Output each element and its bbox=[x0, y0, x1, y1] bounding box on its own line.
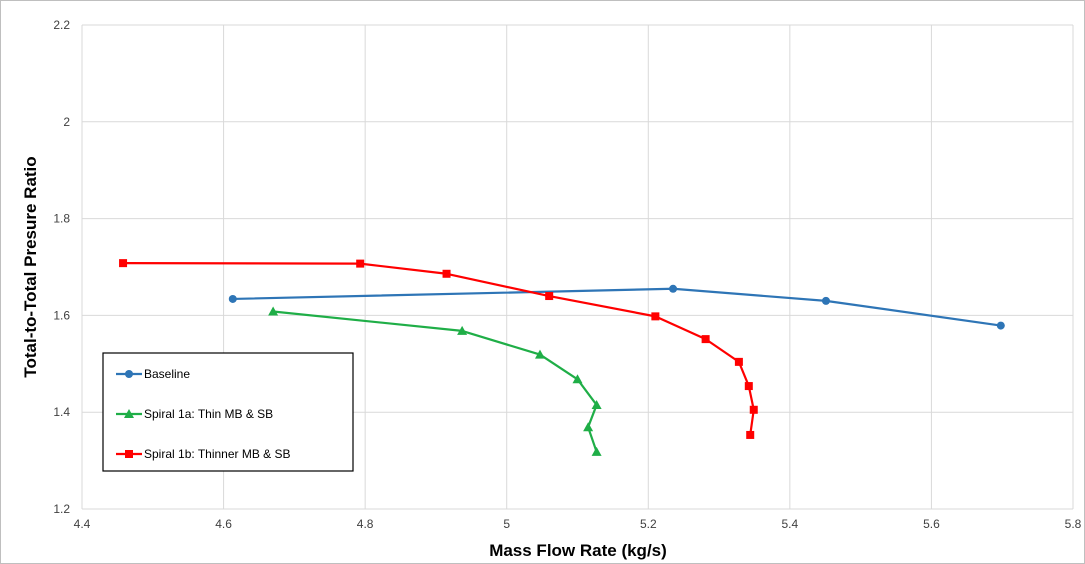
data-point bbox=[651, 312, 660, 321]
y-axis-title: Total-to-Total Presure Ratio bbox=[21, 156, 40, 377]
legend-item: Baseline bbox=[116, 367, 190, 381]
data-point bbox=[457, 325, 468, 335]
data-point bbox=[228, 294, 237, 303]
data-point bbox=[996, 321, 1005, 330]
series-group bbox=[119, 259, 1005, 456]
data-point bbox=[669, 284, 678, 293]
data-point bbox=[119, 259, 128, 268]
x-tick-label: 5.6 bbox=[923, 517, 940, 531]
series-line bbox=[123, 262, 755, 436]
legend-swatch-marker bbox=[124, 409, 134, 418]
data-point bbox=[591, 446, 602, 456]
data-point bbox=[356, 259, 365, 268]
gridlines bbox=[81, 24, 1074, 510]
x-tick-label: 4.8 bbox=[357, 517, 374, 531]
data-point bbox=[583, 422, 594, 432]
legend-label: Spiral 1a: Thin MB & SB bbox=[144, 407, 273, 421]
series-spiral-1b-thinner-mb-sb bbox=[119, 259, 758, 439]
data-point bbox=[572, 374, 583, 384]
legend-swatch-marker bbox=[125, 370, 133, 378]
data-point bbox=[442, 269, 451, 278]
data-point bbox=[591, 399, 602, 409]
x-tick-label: 4.4 bbox=[74, 517, 91, 531]
legend-item: Spiral 1b: Thinner MB & SB bbox=[116, 447, 291, 461]
y-tick-label: 1.2 bbox=[53, 502, 70, 516]
y-tick-label: 1.6 bbox=[53, 308, 70, 322]
data-point bbox=[746, 430, 755, 439]
data-point bbox=[744, 382, 753, 391]
y-tick-label: 2.2 bbox=[53, 18, 70, 32]
data-point bbox=[268, 306, 279, 316]
series-spiral-1a-thin-mb-sb bbox=[268, 306, 602, 456]
y-tick-label: 1.8 bbox=[53, 212, 70, 226]
x-tick-label: 5.4 bbox=[782, 517, 799, 531]
data-point bbox=[545, 292, 554, 301]
data-point bbox=[534, 349, 545, 359]
legend-box bbox=[102, 352, 354, 472]
x-tick-label: 5.2 bbox=[640, 517, 657, 531]
legend-label: Spiral 1b: Thinner MB & SB bbox=[144, 447, 291, 461]
series-baseline bbox=[228, 284, 1005, 330]
data-point bbox=[734, 357, 743, 366]
x-tick-label: 5 bbox=[503, 517, 510, 531]
legend-label: Baseline bbox=[144, 367, 190, 381]
x-axis-title: Mass Flow Rate (kg/s) bbox=[489, 541, 667, 560]
data-point bbox=[701, 335, 710, 344]
legend: Baseline Spiral 1a: Thin MB & SB Spiral 1b… bbox=[102, 352, 354, 472]
data-point bbox=[749, 405, 758, 414]
x-tick-label: 5.8 bbox=[1065, 517, 1082, 531]
y-tick-label: 2 bbox=[63, 115, 70, 129]
tick-labels: 4.4 4.6 4.8 5 5.2 5.4 5.6 5.8 1.2 1.4 1.6 1.8 2 2.2 bbox=[53, 18, 1081, 531]
legend-swatch-marker bbox=[125, 450, 133, 458]
y-tick-label: 1.4 bbox=[53, 405, 70, 419]
legend-item: Spiral 1a: Thin MB & SB bbox=[116, 407, 273, 421]
x-tick-label: 4.6 bbox=[215, 517, 232, 531]
data-point bbox=[821, 296, 830, 305]
series-line bbox=[232, 287, 1001, 327]
